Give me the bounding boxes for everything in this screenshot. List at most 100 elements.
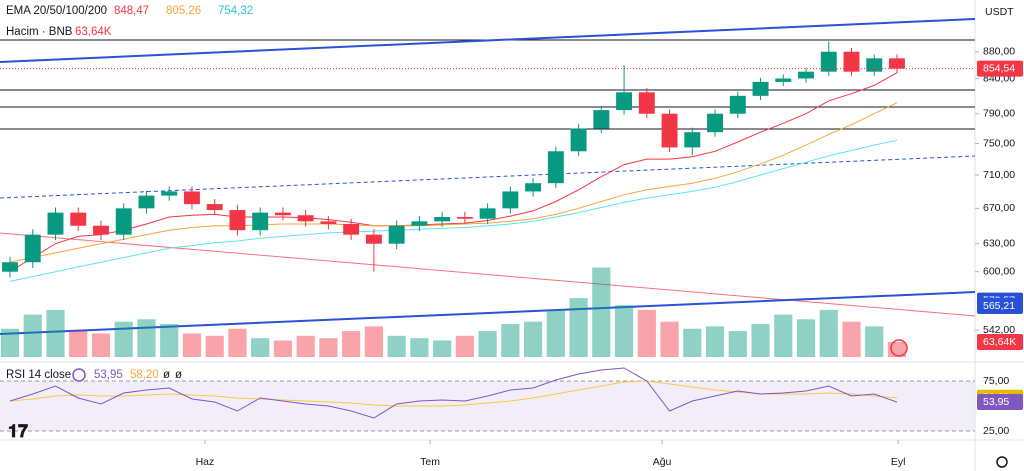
candle-body	[661, 113, 678, 148]
volume-bar	[205, 335, 224, 357]
volume-bar	[819, 309, 838, 357]
volume-bar	[546, 309, 565, 357]
last-price-label: 854,54	[983, 62, 1015, 74]
volume-bar	[842, 321, 861, 357]
volume-bar	[91, 333, 111, 357]
candle-body	[775, 78, 792, 82]
candle-body	[707, 113, 724, 133]
volume-bar	[524, 321, 543, 357]
settings-icon[interactable]	[996, 456, 1008, 468]
candle-body	[388, 225, 405, 244]
candle-body	[547, 151, 564, 184]
candle-body	[161, 191, 178, 196]
candle-body	[752, 81, 769, 96]
candle-body	[593, 110, 610, 129]
rsi-ma-value: 58,20	[130, 369, 159, 381]
candle-body	[297, 215, 314, 222]
trendline	[0, 232, 976, 317]
last-price-label-box	[977, 60, 1023, 77]
volume-bar	[228, 328, 247, 357]
volume-label: 63,64K	[983, 336, 1016, 348]
rsi-tick-label: 25,00	[983, 425, 1009, 437]
trendline	[0, 18, 976, 63]
volume-bar	[796, 319, 816, 357]
volume-bar	[592, 267, 611, 357]
x-tick-label: Tem	[420, 456, 440, 468]
candle-body	[252, 212, 269, 231]
trendline	[0, 155, 976, 199]
rsi-icon[interactable]	[72, 368, 86, 382]
y-tick-label: 542,00	[983, 324, 1015, 336]
volume-bar	[387, 335, 406, 357]
currency: USDT	[985, 6, 1014, 18]
ema-line	[9, 72, 898, 273]
candle-body	[502, 191, 519, 209]
x-tick-label: Eyl	[891, 456, 906, 468]
ema-title: EMA 20/50/100/200	[6, 5, 107, 17]
candle-body	[411, 221, 428, 226]
volume-bar	[478, 331, 497, 357]
candle-body	[456, 216, 473, 219]
rsi-value: 53,95	[94, 369, 123, 381]
ema-value: 848,47	[114, 5, 149, 17]
candle-body	[115, 208, 132, 235]
volume-bar	[160, 324, 179, 357]
volume-bar	[137, 319, 156, 357]
candle-body	[47, 212, 64, 235]
rsi-title: RSI 14 close	[6, 369, 71, 381]
trendline-label-box	[977, 298, 1023, 315]
candle-body	[320, 221, 337, 224]
volume-bar	[342, 331, 361, 357]
candle-body	[570, 128, 587, 152]
volume-bar	[364, 326, 383, 357]
candle-body	[525, 183, 542, 192]
ema-value: 754,32	[218, 5, 253, 17]
volume-bar	[0, 328, 20, 357]
volume-bar	[569, 298, 588, 357]
y-tick-label: 670,00	[983, 202, 1015, 214]
volume-bar	[23, 314, 42, 357]
x-tick-label: Ağu	[653, 456, 672, 468]
candle-body	[343, 223, 360, 235]
y-tick-label: 600,00	[983, 265, 1015, 277]
candle-body	[183, 191, 200, 205]
rsi-line	[9, 367, 898, 419]
y-tick-label: 880,00	[983, 46, 1015, 58]
rsi-label: 53,95	[983, 396, 1009, 408]
candle-body	[93, 225, 109, 235]
volume-bar	[637, 309, 656, 357]
volume-bar	[410, 338, 429, 357]
candle-body	[70, 212, 87, 226]
candle-body	[889, 58, 905, 69]
y-tick-label: 710,00	[983, 169, 1015, 181]
candle-body	[479, 208, 496, 219]
volume-bar	[273, 340, 293, 357]
x-tick-label: Haz	[196, 456, 215, 468]
rsi-extra: ø	[163, 369, 170, 381]
alert-icon[interactable]	[890, 339, 908, 357]
candle-body	[820, 51, 837, 72]
volume-bar	[774, 314, 793, 357]
volume-title: Hacim · BNB	[6, 26, 73, 38]
y-tick-label: 750,00	[983, 137, 1015, 149]
ema-line	[9, 139, 898, 282]
candle-body	[684, 132, 701, 148]
candle-body	[638, 92, 655, 114]
trendline	[0, 291, 976, 335]
volume-bar	[433, 340, 452, 357]
candle-body	[274, 212, 291, 216]
candle-body	[365, 234, 382, 244]
volume-bar	[751, 324, 770, 357]
volume-bar	[182, 333, 202, 357]
candle-body	[866, 58, 883, 72]
candle-body	[798, 71, 814, 79]
volume-bar	[660, 321, 679, 357]
candle-body	[616, 92, 633, 111]
y-tick-label: 630,00	[983, 237, 1015, 249]
volume-bar	[455, 335, 474, 357]
candle-body	[434, 216, 451, 222]
volume-bar	[865, 326, 884, 357]
candle-body	[206, 204, 223, 211]
volume-bar	[296, 335, 315, 357]
